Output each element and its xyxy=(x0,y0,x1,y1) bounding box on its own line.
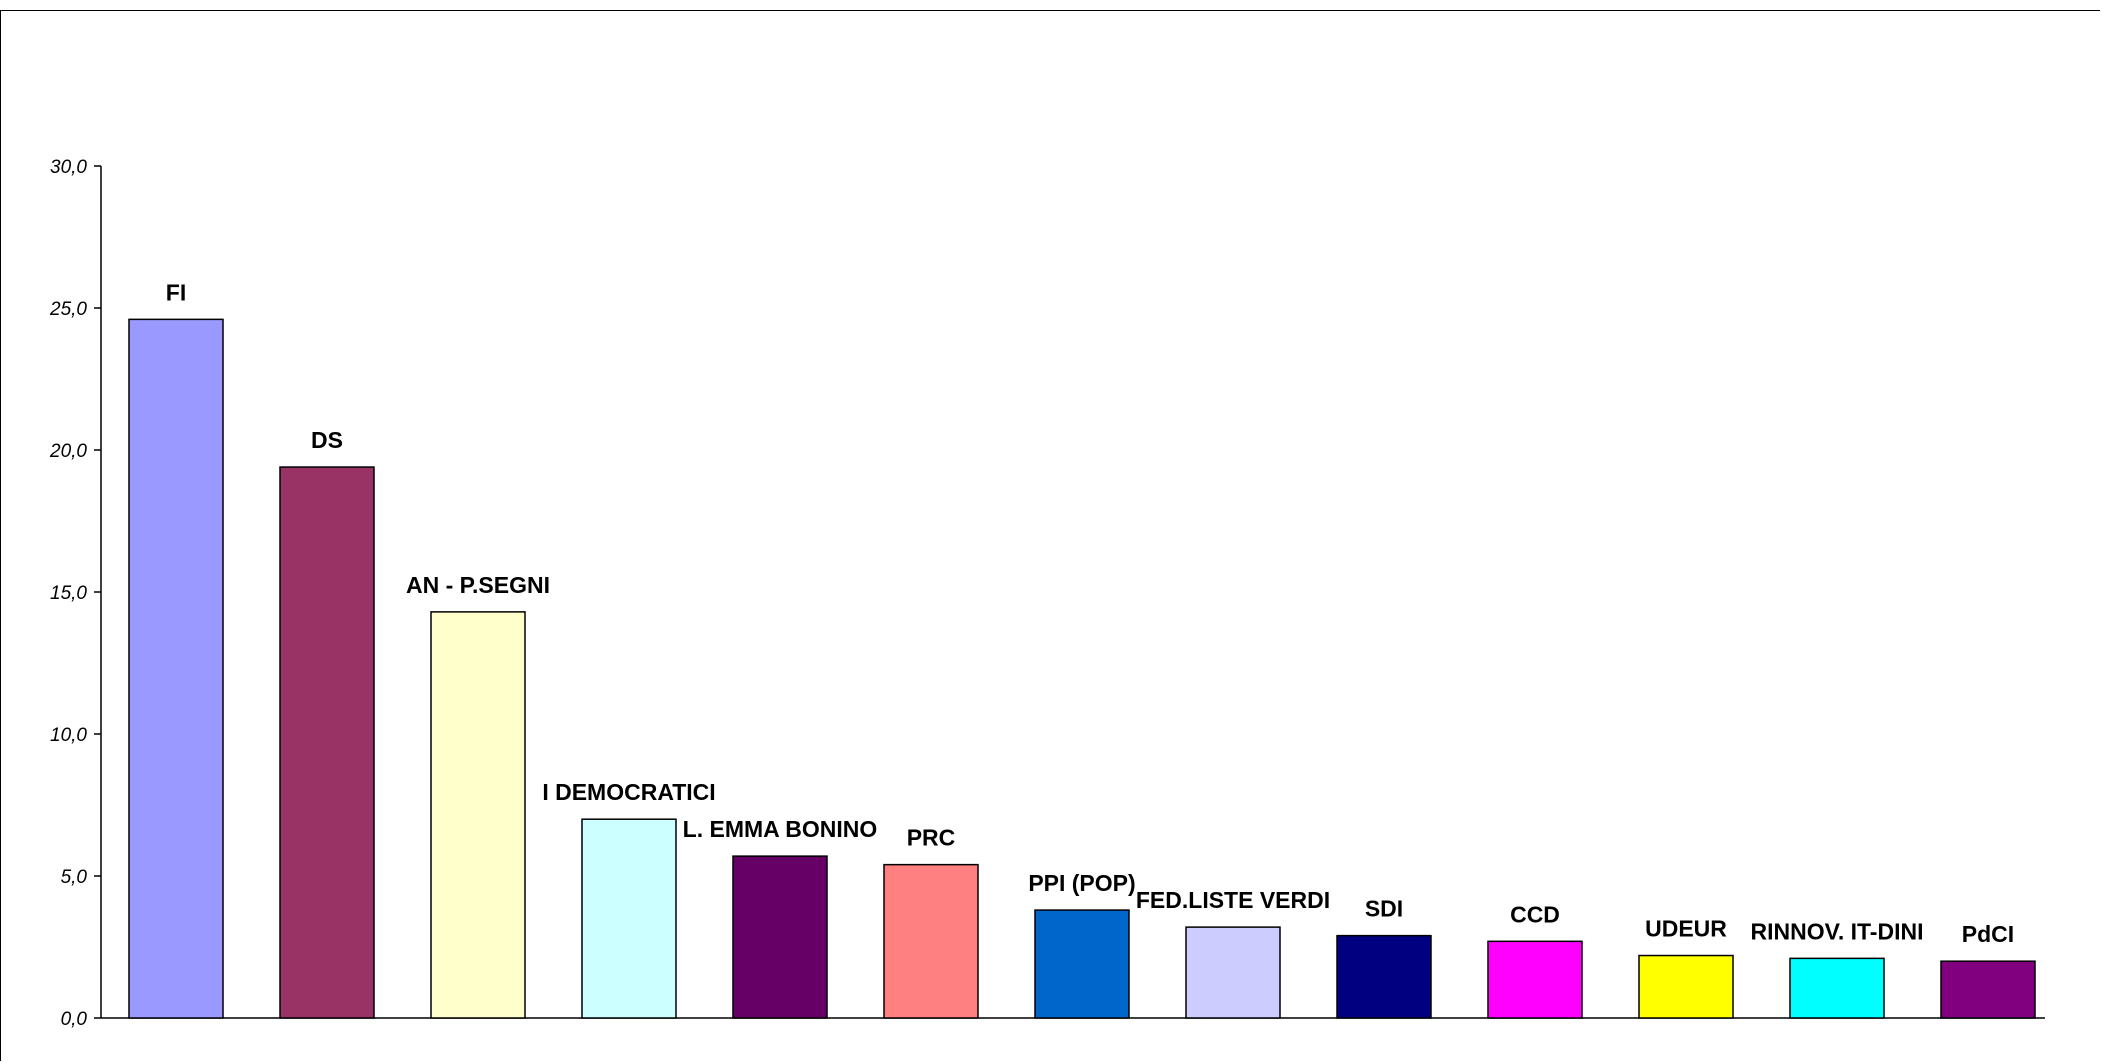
bar xyxy=(1789,957,1885,1019)
bar-label: RINNOV. IT-DINI xyxy=(1751,918,1924,944)
bar-labels: FI DS AN - P.SEGNI I DEMOCRATICI L. EMMA BON… xyxy=(166,279,2014,947)
bar-label: AN - P.SEGNI xyxy=(406,572,550,598)
chart-frame xyxy=(0,10,2100,1061)
bar xyxy=(128,318,224,1019)
y-tick-label: 30,0 xyxy=(50,157,87,178)
bar xyxy=(1185,926,1281,1019)
bar-label: SDI xyxy=(1365,896,1403,922)
bar xyxy=(279,466,375,1019)
bar xyxy=(430,611,526,1019)
bar xyxy=(581,818,677,1019)
bar xyxy=(883,863,979,1019)
bar-label: FI xyxy=(166,279,186,305)
bar-label: PRC xyxy=(907,825,956,851)
bar xyxy=(1487,940,1583,1019)
bar-label: PPI (POP) xyxy=(1028,870,1135,896)
y-tick-label: 10,0 xyxy=(50,725,87,746)
bar xyxy=(732,855,828,1019)
bar-label: I DEMOCRATICI xyxy=(542,779,715,805)
bars xyxy=(128,318,2036,1019)
bar xyxy=(1638,954,1734,1019)
bar-label: UDEUR xyxy=(1645,916,1727,942)
bar-label: FED.LISTE VERDI xyxy=(1136,887,1330,913)
bar-label: DS xyxy=(311,427,343,453)
bar-label: L. EMMA BONINO xyxy=(683,816,878,842)
bar xyxy=(1034,909,1130,1019)
bar-label: CCD xyxy=(1510,901,1560,927)
bar xyxy=(1940,960,2036,1019)
y-tick-label: 25,0 xyxy=(49,299,87,320)
y-tick-label: 0,0 xyxy=(61,1009,88,1030)
y-tick-label: 15,0 xyxy=(50,583,87,604)
bar-label: PdCI xyxy=(1962,921,2014,947)
y-tick-label: 20,0 xyxy=(49,441,87,462)
y-tick-label: 5,0 xyxy=(61,867,88,888)
bar xyxy=(1336,934,1432,1019)
